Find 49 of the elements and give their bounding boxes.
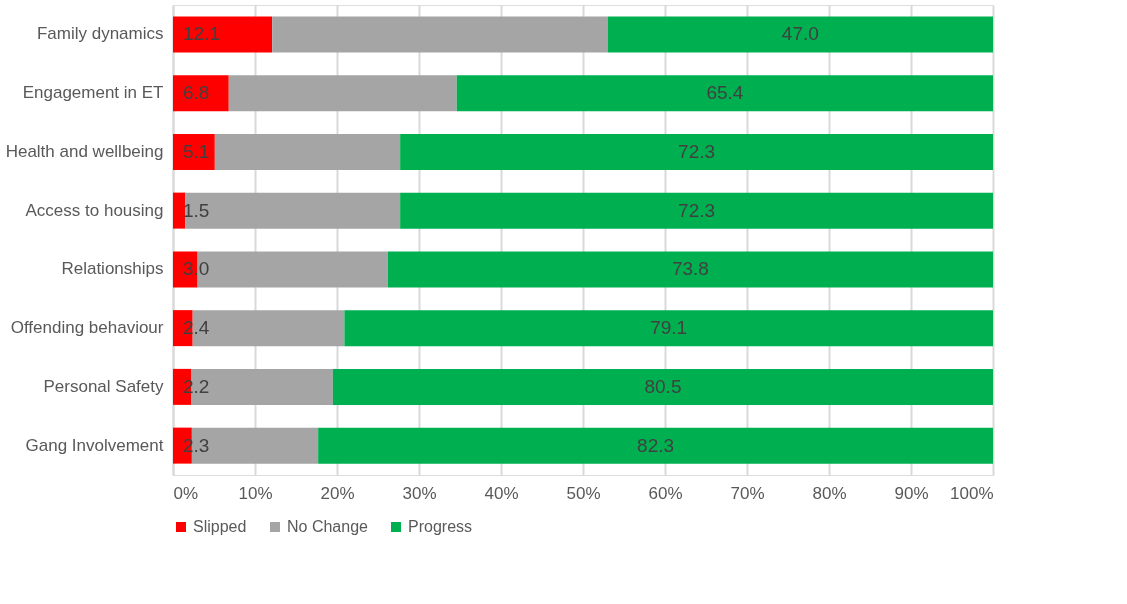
data-label: 79.1 <box>650 317 688 339</box>
x-tick-label: 10% <box>238 483 273 503</box>
bar <box>318 427 993 464</box>
data-label: 12.1 <box>183 23 220 45</box>
legend-label: Progress <box>408 518 473 535</box>
bar <box>173 133 215 170</box>
legend-label: No Change <box>287 518 369 535</box>
data-label: 72.3 <box>678 140 716 162</box>
x-tick-label: 0% <box>173 483 199 503</box>
bar <box>332 368 993 405</box>
bar <box>185 192 401 229</box>
bar <box>344 310 993 347</box>
x-tick-label: 90% <box>894 483 929 503</box>
bar <box>456 75 993 112</box>
y-tick-label: Family dynamics <box>36 24 164 44</box>
bar <box>173 75 229 112</box>
bar <box>607 16 993 53</box>
y-tick-label: Access to housing <box>25 200 164 220</box>
bar <box>387 251 993 288</box>
y-tick-label: Health and wellbeing <box>5 141 164 161</box>
bar <box>272 16 608 53</box>
x-tick-label: 60% <box>648 483 683 503</box>
data-label: 5.1 <box>183 140 210 162</box>
x-tick-label: 40% <box>484 483 519 503</box>
bar <box>173 192 186 229</box>
x-tick-label: 20% <box>320 483 355 503</box>
data-label: 80.5 <box>644 375 682 397</box>
y-tick-label: Engagement in ET <box>22 83 164 103</box>
x-tick-label: 100% <box>950 483 994 503</box>
bar <box>400 133 993 170</box>
data-label: 6.8 <box>183 82 210 104</box>
bar <box>228 75 457 112</box>
x-tick-label: 30% <box>402 483 437 503</box>
bar <box>400 192 993 229</box>
data-label: 47.0 <box>781 23 819 45</box>
data-label: 73.8 <box>671 258 709 280</box>
y-tick-label: Relationships <box>61 259 164 279</box>
bar <box>214 133 401 170</box>
legend-label: Slipped <box>193 518 247 535</box>
y-tick-label: Personal Safety <box>43 376 164 396</box>
data-label: 65.4 <box>706 82 744 104</box>
data-label: 72.3 <box>678 199 716 221</box>
x-tick-label: 70% <box>730 483 765 503</box>
bar <box>173 16 273 53</box>
x-tick-label: 50% <box>566 483 601 503</box>
y-tick-label: Offending behaviour <box>10 318 164 338</box>
data-label: 82.3 <box>637 434 675 456</box>
y-tick-label: Gang Involvement <box>25 435 164 455</box>
x-tick-label: 80% <box>812 483 847 503</box>
